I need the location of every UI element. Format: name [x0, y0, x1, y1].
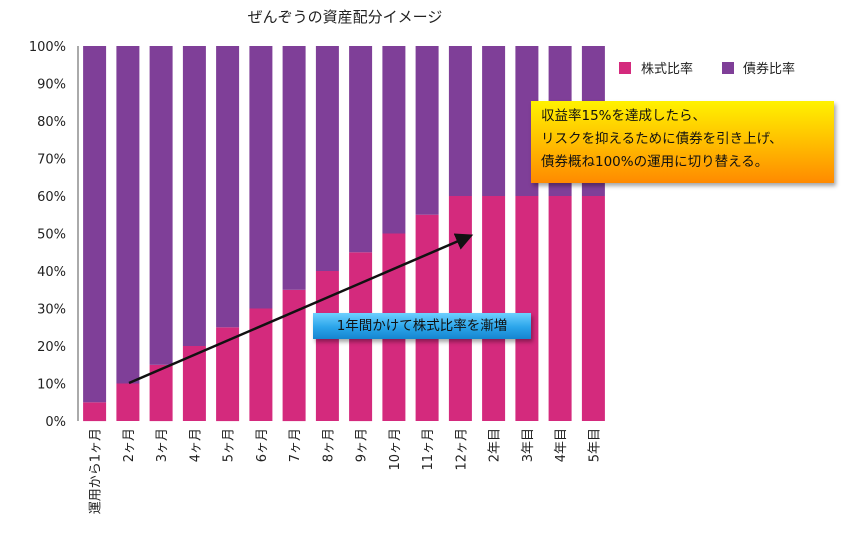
bar-bond: [116, 46, 140, 384]
y-tick-label: 80%: [37, 115, 66, 130]
bar-stock: [515, 196, 539, 421]
bar-stock: [548, 196, 572, 421]
y-tick-label: 70%: [37, 153, 66, 168]
bar-bond: [315, 46, 339, 271]
x-tick-label: 2年目: [488, 428, 503, 462]
y-tick-label: 50%: [37, 228, 66, 243]
x-tick-label: 3年目: [521, 428, 536, 462]
bar-stock: [116, 383, 140, 421]
legend: 株式比率 債券比率: [619, 61, 795, 77]
x-axis: 運用から1ヶ月 2ヶ月 3ヶ月 4ヶ月 5ヶ月 6ヶ月 7ヶ月 8ヶ月 9ヶ月 10ヶ月 11ヶ月 1…: [89, 428, 603, 514]
callout-line-2: リスクを抑えるために債券を引き上げ、: [541, 131, 783, 147]
y-axis: 0% 10% 20% 30% 40% 50% 60% 70% 80% 90% 100%: [29, 40, 79, 430]
bar-stock: [216, 327, 240, 422]
legend-swatch-stock: [619, 62, 631, 74]
x-tick-label: 5年目: [587, 428, 602, 462]
x-tick-label: 11ヶ月: [421, 428, 436, 471]
bar-stock: [249, 308, 273, 421]
bar-stock: [581, 196, 605, 421]
y-tick-label: 100%: [29, 40, 66, 55]
y-tick-label: 0%: [45, 415, 66, 430]
bar-stock: [448, 196, 472, 421]
bar-stock: [83, 402, 107, 422]
bar-stock: [315, 271, 339, 421]
bar-bond: [149, 46, 173, 365]
y-tick-label: 90%: [37, 78, 66, 93]
y-tick-label: 60%: [37, 190, 66, 205]
bar-stock: [149, 364, 173, 422]
bar-bond: [448, 46, 472, 196]
x-tick-label: 運用から1ヶ月: [89, 428, 104, 514]
callout-arrow-label: 1年間かけて株式比率を漸増: [313, 313, 531, 339]
y-tick-label: 40%: [37, 265, 66, 280]
x-tick-label: 4ヶ月: [188, 428, 203, 462]
bar-bond: [249, 46, 273, 309]
bar-stock: [282, 289, 306, 422]
y-tick-label: 20%: [37, 340, 66, 355]
y-tick-label: 10%: [37, 378, 66, 393]
legend-label-stock: 株式比率: [641, 61, 693, 77]
x-tick-label: 5ヶ月: [222, 428, 237, 462]
bar-stock: [182, 346, 206, 421]
x-tick-label: 9ヶ月: [355, 428, 370, 462]
bar-bond: [216, 46, 240, 328]
bar-bond: [182, 46, 206, 346]
bar-bond: [349, 46, 373, 253]
bar-bond: [482, 46, 506, 196]
bar-bond: [415, 46, 439, 215]
y-tick-label: 30%: [37, 303, 66, 318]
x-tick-label: 4年目: [554, 428, 569, 462]
bar-stock: [482, 196, 506, 421]
x-tick-label: 6ヶ月: [255, 428, 270, 462]
legend-swatch-bond: [722, 62, 734, 74]
callout-line-3: 債券概ね100%の運用に切り替える。: [541, 154, 769, 170]
callout-line-1: 収益率15%を達成したら、: [541, 108, 707, 124]
bars-group: [83, 46, 605, 422]
bar-bond: [382, 46, 406, 234]
legend-label-bond: 債券比率: [743, 61, 795, 77]
x-tick-label: 12ヶ月: [454, 428, 469, 471]
chart-title: ぜんぞうの資産配分イメージ: [248, 8, 443, 26]
x-tick-label: 7ヶ月: [288, 428, 303, 462]
callout-rebalance-note: 収益率15%を達成したら、 リスクを抑えるために債券を引き上げ、 債券概ね100…: [531, 101, 834, 183]
bar-bond: [83, 46, 107, 403]
x-tick-label: 2ヶ月: [122, 428, 137, 462]
x-tick-label: 10ヶ月: [388, 428, 403, 471]
x-tick-label: 3ヶ月: [155, 428, 170, 462]
bar-bond: [282, 46, 306, 290]
x-tick-label: 8ヶ月: [321, 428, 336, 462]
trend-arrow: [128, 233, 474, 385]
